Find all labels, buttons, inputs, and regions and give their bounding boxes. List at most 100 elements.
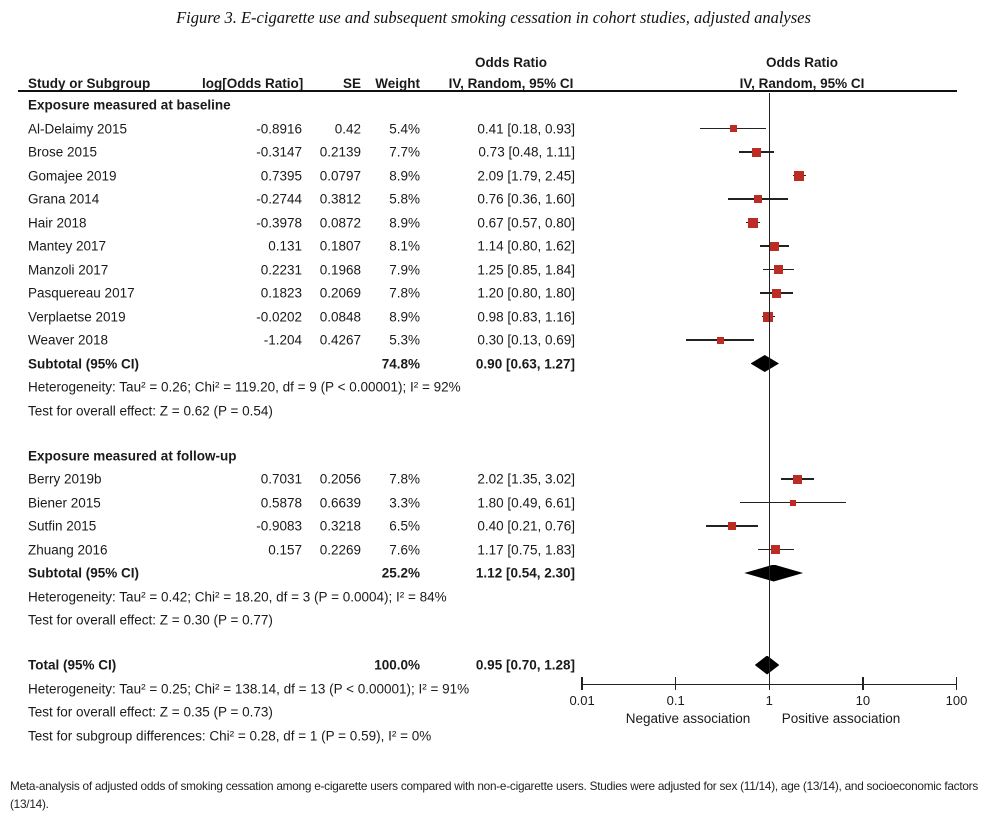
header-weight: Weight [375, 76, 420, 91]
x-axis-tick [955, 677, 958, 690]
se-cell: 0.4267 [319, 332, 361, 348]
figure-title: Figure 3. E-cigarette use and subsequent… [176, 8, 811, 27]
study-name-cell: Pasquereau 2017 [28, 285, 135, 301]
log-odds-ratio-cell: -0.3978 [256, 214, 302, 230]
analysis-note: Test for overall effect: Z = 0.35 (P = 0… [28, 704, 273, 720]
study-name-cell: Biener 2015 [28, 494, 101, 510]
effect-square [729, 125, 737, 132]
x-axis-tick [581, 677, 583, 690]
effect-square [770, 241, 780, 251]
study-name-cell: Hair 2018 [28, 214, 87, 230]
study-name-cell: Verplaetse 2019 [28, 308, 126, 324]
log-odds-ratio-cell: -0.8916 [256, 120, 302, 136]
ci-text-cell: 0.73 [0.48, 1.11] [478, 144, 575, 160]
ci-text-cell: 0.30 [0.13, 0.69] [477, 332, 575, 348]
ci-text-cell: 0.41 [0.18, 0.93] [477, 120, 575, 136]
total-diamond [754, 655, 780, 675]
subtotal-diamond [744, 564, 804, 582]
se-cell: 0.6639 [319, 494, 361, 510]
weight-cell: 5.3% [389, 332, 420, 348]
study-name-cell: Zhuang 2016 [28, 541, 108, 557]
study-name-cell: Weaver 2018 [28, 332, 109, 348]
weight-cell: 7.7% [389, 144, 420, 160]
study-name-cell: Al-Delaimy 2015 [28, 120, 128, 136]
null-effect-line [768, 93, 770, 684]
effect-square [748, 217, 759, 228]
x-axis-tick-label: 0.1 [666, 693, 685, 708]
se-cell: 0.1807 [319, 238, 361, 254]
se-cell: 0.0797 [319, 167, 361, 183]
weight-cell: 8.9% [389, 167, 420, 183]
effect-square [752, 147, 761, 157]
ci-text-cell: 1.80 [0.49, 6.61] [477, 494, 575, 510]
log-odds-ratio-cell: 0.2231 [260, 261, 302, 277]
x-axis-tick [675, 677, 677, 690]
effect-square [716, 336, 724, 344]
analysis-note: Heterogeneity: Tau² = 0.25; Chi² = 138.1… [28, 680, 470, 696]
log-odds-ratio-cell: -0.3147 [256, 144, 302, 160]
ci-text-cell: 0.67 [0.57, 0.80] [477, 214, 575, 230]
effect-square [790, 499, 797, 506]
ci-text-cell: 0.76 [0.36, 1.60] [477, 191, 575, 207]
effect-square [793, 474, 803, 484]
weight-cell: 74.8% [381, 355, 420, 371]
se-cell: 0.3218 [319, 518, 361, 534]
study-name-cell: Berry 2019b [28, 471, 102, 487]
ci-text-cell: 1.17 [0.75, 1.83] [477, 541, 575, 557]
se-cell: 0.2139 [319, 144, 361, 160]
se-cell: 0.2069 [319, 285, 361, 301]
header-odds-ratio-left-line2: IV, Random, 95% CI [448, 76, 574, 91]
study-name-cell: Manzoli 2017 [28, 261, 109, 277]
subgroup-header: Exposure measured at baseline [28, 97, 231, 113]
log-odds-ratio-cell: -0.2744 [256, 191, 302, 207]
weight-cell: 5.4% [389, 120, 420, 136]
se-cell: 0.42 [334, 120, 361, 136]
study-name-cell: Brose 2015 [28, 144, 98, 160]
x-axis-tick-label: 1 [765, 693, 773, 708]
effect-square [754, 195, 763, 203]
log-odds-ratio-cell: 0.1823 [260, 285, 302, 301]
header-se: SE [342, 76, 361, 91]
weight-cell: 7.8% [389, 285, 420, 301]
x-axis-tick [768, 677, 770, 690]
axis-negative-association-label: Negative association [625, 711, 751, 726]
study-name-cell: Mantey 2017 [28, 238, 107, 254]
subgroup-header: Exposure measured at follow-up [28, 447, 237, 463]
weight-cell: 25.2% [381, 565, 420, 581]
effect-square [771, 545, 781, 554]
header-odds-ratio-plot-line1: Odds Ratio [765, 55, 838, 70]
ci-text-cell: 0.98 [0.83, 1.16] [477, 308, 575, 324]
effect-square [728, 522, 737, 530]
weight-cell: 7.8% [389, 471, 420, 487]
subtotal-diamond [750, 355, 779, 372]
se-cell: 0.0848 [319, 308, 361, 324]
ci-text-cell: 2.09 [1.79, 2.45] [477, 167, 575, 183]
weight-cell: 7.9% [389, 261, 420, 277]
ci-text-cell: 2.02 [1.35, 3.02] [477, 471, 575, 487]
ci-text-cell: 1.12 [0.54, 2.30] [475, 565, 575, 581]
weight-cell: 8.9% [389, 308, 420, 324]
se-cell: 0.3812 [319, 191, 361, 207]
se-cell: 0.2269 [319, 541, 361, 557]
header-odds-ratio-left-line1: Odds Ratio [474, 55, 547, 70]
weight-cell: 8.1% [389, 238, 420, 254]
ci-text-cell: 1.25 [0.85, 1.84] [477, 261, 575, 277]
header-log-odds-ratio: log[Odds Ratio] [202, 76, 304, 91]
analysis-note: Test for overall effect: Z = 0.30 (P = 0… [28, 612, 273, 628]
effect-square [772, 288, 782, 298]
weight-cell: 7.6% [389, 541, 420, 557]
se-cell: 0.2056 [319, 471, 361, 487]
x-axis-tick-label: 0.01 [569, 693, 595, 708]
analysis-note: Test for overall effect: Z = 0.62 (P = 0… [28, 402, 273, 418]
effect-square [794, 170, 805, 181]
analysis-note: Heterogeneity: Tau² = 0.42; Chi² = 18.20… [28, 588, 447, 604]
x-axis-tick-label: 10 [855, 693, 871, 708]
study-name-cell: Sutfin 2015 [28, 518, 97, 534]
x-axis-tick-label: 100 [945, 693, 968, 708]
analysis-note: Test for subgroup differences: Chi² = 0.… [28, 727, 432, 743]
weight-cell: 3.3% [389, 494, 420, 510]
header-odds-ratio-plot-line2: IV, Random, 95% CI [739, 76, 865, 91]
log-odds-ratio-cell: -1.204 [263, 332, 302, 348]
figure-footnote: Meta-analysis of adjusted odds of smokin… [10, 779, 978, 812]
